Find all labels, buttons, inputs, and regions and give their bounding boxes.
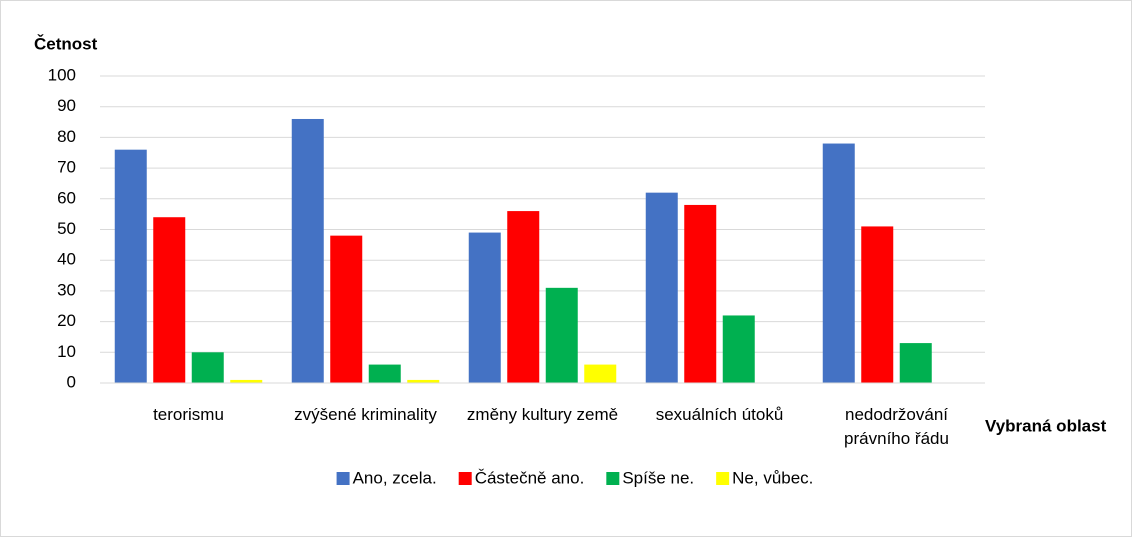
bar (722, 315, 755, 383)
x-tick-label: terorismu (153, 405, 224, 424)
y-axis-title: Četnost (34, 34, 98, 53)
y-tick-label: 100 (48, 65, 76, 84)
bar (645, 192, 678, 383)
bar (584, 364, 617, 383)
x-tick-label: nedodržování právního řádu (844, 405, 949, 448)
y-tick-label: 80 (57, 127, 76, 146)
y-tick-label: 50 (57, 219, 76, 238)
bar (368, 364, 401, 383)
bar (291, 118, 324, 383)
legend-swatch (606, 472, 620, 485)
bar (861, 226, 894, 383)
x-tick-label: zvýšené kriminality (294, 405, 437, 424)
y-tick-label: 20 (57, 311, 76, 330)
x-axis-title: Vybraná oblast (985, 416, 1107, 435)
bar (114, 149, 147, 383)
y-tick-label: 30 (57, 280, 76, 299)
legend-swatch (458, 472, 472, 485)
bar (153, 217, 186, 383)
bar (507, 211, 540, 383)
y-tick-label: 10 (57, 342, 76, 361)
bar (545, 287, 578, 383)
legend-swatch (336, 472, 350, 485)
x-tick-label: změny kultury země (466, 405, 619, 424)
bar (899, 343, 932, 383)
legend-swatch (716, 472, 730, 485)
y-tick-label: 90 (57, 96, 76, 115)
legend-label: Spíše ne. (622, 468, 694, 487)
y-tick-label: 40 (57, 250, 76, 269)
bar (407, 379, 440, 383)
x-tick-label: sexuálních útoků (655, 405, 784, 424)
bar (330, 235, 363, 383)
legend-label: Ne, vůbec. (732, 468, 813, 487)
y-tick-label: 70 (57, 158, 76, 177)
legend-label: Částečně ano. (475, 468, 585, 487)
bar (230, 379, 263, 383)
y-tick-label: 0 (67, 372, 76, 391)
legend-label: Ano, zcela. (353, 468, 437, 487)
bar (822, 143, 855, 383)
y-tick-label: 60 (57, 188, 76, 207)
bar (191, 352, 224, 383)
bar (684, 204, 717, 383)
bar (468, 232, 501, 383)
